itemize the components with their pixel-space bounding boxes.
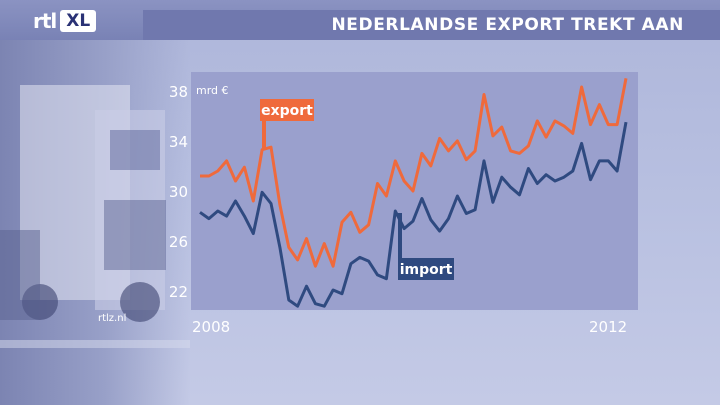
series-line-import bbox=[199, 121, 628, 308]
svg-text:export: export bbox=[261, 103, 313, 119]
svg-text:import: import bbox=[400, 262, 453, 278]
import-label: import bbox=[398, 213, 454, 280]
y-axis-ticks: 22 26 30 34 38 bbox=[169, 83, 188, 301]
series-line-export bbox=[200, 78, 628, 268]
y-tick-label: 22 bbox=[169, 283, 188, 301]
rtl-xl-logo: rtl XL bbox=[33, 8, 97, 34]
chart-title: NEDERLANDSE EXPORT TREKT AAN bbox=[331, 15, 684, 35]
y-tick-label: 30 bbox=[169, 183, 188, 201]
export-label: export bbox=[260, 99, 314, 148]
logo-badge: XL bbox=[60, 10, 97, 32]
series-lines bbox=[199, 78, 628, 308]
series-labels: export import bbox=[260, 99, 454, 280]
y-tick-label: 38 bbox=[169, 83, 188, 101]
top-bar: rtl XL NEDERLANDSE EXPORT TREKT AAN bbox=[0, 0, 720, 40]
logo-text: rtl bbox=[33, 9, 57, 33]
y-tick-label: 26 bbox=[169, 233, 188, 251]
y-axis-unit-label: mrd € bbox=[196, 84, 229, 97]
watermark: rtlz.nl bbox=[98, 313, 127, 324]
x-end-label: 2012 bbox=[589, 318, 627, 336]
truck-background-image bbox=[0, 40, 190, 405]
title-bar: NEDERLANDSE EXPORT TREKT AAN bbox=[143, 10, 720, 40]
x-start-label: 2008 bbox=[192, 318, 230, 336]
y-tick-label: 34 bbox=[169, 133, 188, 151]
